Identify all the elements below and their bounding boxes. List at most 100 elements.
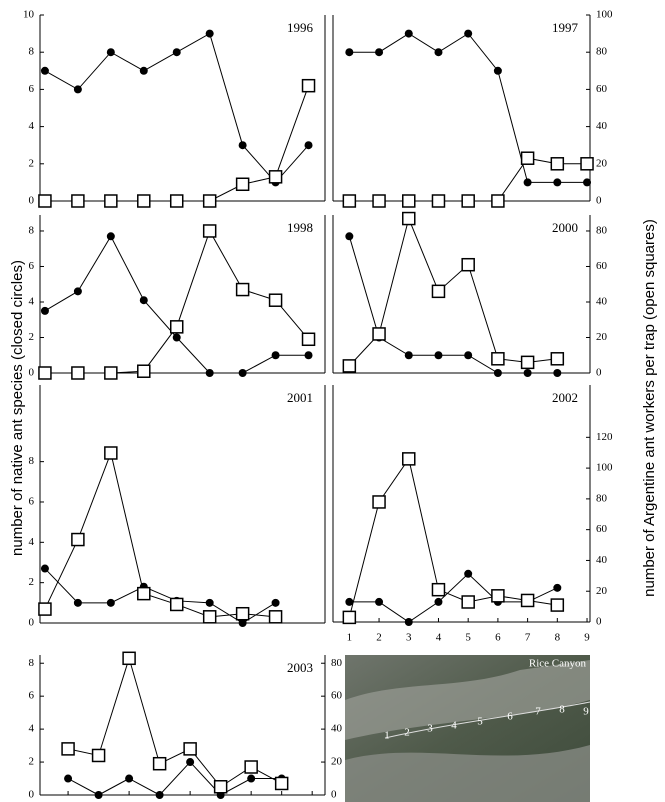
y2-tick-label: 20 — [331, 756, 343, 768]
site-label: 3 — [427, 723, 433, 735]
circle-marker — [247, 774, 256, 783]
square-marker — [268, 610, 283, 624]
circle-marker — [434, 48, 443, 57]
square-marker — [342, 194, 357, 208]
y2-tick-label: 80 — [596, 225, 608, 237]
square-marker — [580, 157, 594, 171]
square-marker — [431, 582, 446, 597]
circle-marker — [238, 141, 247, 150]
y-tick-label: 2 — [29, 157, 35, 169]
square-marker — [61, 742, 75, 756]
site-label: 7 — [535, 706, 541, 718]
site-label: 8 — [559, 704, 565, 716]
square-marker — [91, 748, 106, 763]
y-tick-label: 0 — [29, 789, 35, 801]
y-tick-label: 10 — [23, 9, 35, 21]
square-marker — [520, 151, 535, 165]
circle-marker — [304, 351, 313, 360]
y2-tick-label: 60 — [331, 690, 343, 702]
panel-title: 2000 — [552, 220, 578, 235]
x-tick-label: 8 — [555, 632, 561, 644]
circle-marker — [106, 232, 115, 241]
circle-marker — [271, 598, 280, 607]
square-marker — [342, 359, 357, 373]
square-marker — [431, 194, 446, 208]
square-marker — [71, 366, 85, 380]
square-marker — [491, 352, 505, 366]
circle-marker — [464, 569, 473, 578]
y2-tick-label: 0 — [331, 789, 337, 801]
y2-tick-label: 80 — [331, 657, 343, 669]
panel-title: 2003 — [287, 660, 313, 675]
y-tick-label: 8 — [29, 46, 35, 58]
series-line — [67, 761, 282, 796]
circle-marker — [345, 48, 354, 57]
site-label: 2 — [404, 727, 410, 739]
circle-marker — [155, 791, 164, 799]
square-marker — [202, 610, 217, 624]
site-label: 1 — [384, 730, 390, 742]
y-axis-label: number of native ant species (closed cir… — [9, 260, 26, 556]
square-marker — [431, 284, 446, 299]
photo-neighborhood — [345, 745, 590, 802]
square-marker — [104, 446, 118, 460]
site-label: 6 — [507, 711, 513, 723]
square-marker — [169, 320, 184, 334]
x-tick-label: 2 — [376, 632, 382, 644]
square-marker — [38, 366, 52, 380]
panel-title: 2002 — [552, 390, 578, 405]
square-marker — [301, 78, 316, 93]
y2-tick-label: 60 — [596, 260, 608, 272]
y2-tick-label: 120 — [596, 431, 613, 443]
y-tick-label: 8 — [29, 455, 35, 467]
y2-tick-label: 20 — [596, 331, 608, 343]
y-tick-label: 4 — [29, 536, 35, 548]
panel-title: 2001 — [287, 390, 313, 405]
circle-marker — [205, 598, 214, 607]
circle-marker — [464, 351, 473, 360]
site-label: 5 — [477, 716, 483, 728]
panel-title: 1996 — [287, 20, 314, 35]
circle-marker — [139, 296, 148, 305]
circle-marker — [238, 369, 247, 377]
series-line — [348, 236, 558, 374]
y2-axis-label: number of Argentine ant workers per trap… — [641, 219, 658, 597]
square-marker — [235, 282, 250, 297]
square-marker — [104, 194, 118, 208]
y-tick-label: 6 — [29, 260, 35, 272]
x-tick-label: 4 — [436, 632, 442, 644]
square-marker — [169, 597, 184, 612]
series-line — [44, 85, 309, 202]
square-marker — [38, 602, 52, 616]
square-marker — [301, 332, 316, 347]
square-marker — [202, 194, 217, 208]
square-marker — [71, 532, 85, 547]
square-marker — [235, 177, 250, 192]
y-tick-label: 2 — [29, 331, 35, 343]
circle-marker — [553, 178, 562, 187]
series-line — [348, 457, 558, 618]
circle-marker — [186, 758, 195, 767]
circle-marker — [40, 564, 49, 573]
square-marker — [550, 598, 565, 612]
circle-marker — [404, 351, 413, 360]
y2-tick-label: 20 — [596, 157, 608, 169]
y-tick-label: 8 — [29, 225, 35, 237]
inset-photo: Rice Canyon — [345, 655, 591, 802]
circle-marker — [125, 774, 134, 783]
square-marker — [402, 194, 416, 208]
y2-tick-label: 40 — [596, 120, 608, 132]
panel-title: 1998 — [287, 220, 313, 235]
square-marker — [137, 586, 151, 601]
y2-tick-label: 60 — [596, 83, 608, 95]
circle-marker — [106, 48, 115, 57]
y-tick-label: 8 — [29, 657, 35, 669]
square-marker — [137, 194, 151, 208]
square-marker — [402, 452, 416, 466]
square-marker — [38, 194, 52, 208]
circle-marker — [40, 306, 49, 315]
photo-caption: Rice Canyon — [529, 658, 587, 670]
square-marker — [268, 170, 283, 184]
y2-tick-label: 100 — [596, 462, 613, 474]
panel-title: 1997 — [552, 20, 579, 35]
